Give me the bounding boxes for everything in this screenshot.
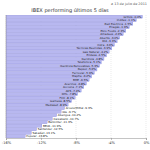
grid xyxy=(6,15,146,138)
bar xyxy=(6,121,47,124)
bar xyxy=(6,114,57,117)
value-label: -11.3% xyxy=(63,120,73,124)
title: IBEX performing últimos 5 días xyxy=(31,7,109,14)
chart: IBEX performing últimos 5 díasa 13 de ju… xyxy=(0,0,150,150)
value-label: -9.3% xyxy=(84,106,92,110)
data-label: Popular -13.8% xyxy=(26,134,48,138)
tick-label: -12% xyxy=(37,141,47,145)
tick: -4% xyxy=(108,138,116,145)
data-label: Mediaset -8.9% xyxy=(45,103,67,107)
bar xyxy=(6,135,25,138)
category-label: Popular xyxy=(26,134,37,138)
subtitle: a 13 de julio de 2011 xyxy=(111,2,147,6)
value-label: -13.8% xyxy=(38,134,48,138)
tick: -12% xyxy=(37,138,47,145)
bar xyxy=(6,110,61,113)
y-axis-line xyxy=(6,15,7,138)
bars xyxy=(6,15,143,138)
bar xyxy=(6,117,52,120)
tick-label: -16% xyxy=(2,141,12,145)
data-labels: Grifols -0.4%Inditex -1.1%Red Eléctrica … xyxy=(26,15,142,139)
tick: -8% xyxy=(73,138,81,145)
tick: -16% xyxy=(2,138,12,145)
grid-line xyxy=(146,15,147,138)
bar xyxy=(6,103,68,106)
x-axis: -16% -12% -8% -4% 0% xyxy=(2,138,150,145)
category-label: Mediaset xyxy=(45,103,59,107)
bar xyxy=(6,124,42,127)
bar xyxy=(6,107,65,110)
tick-label: -4% xyxy=(108,141,116,145)
tick-label: 0% xyxy=(144,141,150,145)
tick: 0% xyxy=(144,138,150,145)
tick-label: -8% xyxy=(73,141,81,145)
